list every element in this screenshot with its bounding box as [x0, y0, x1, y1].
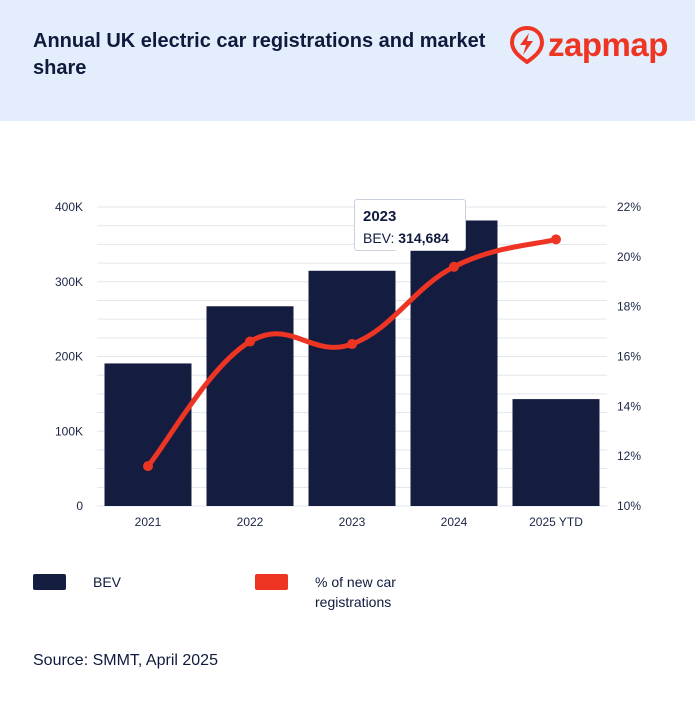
y-right-tick-label: 10%: [617, 499, 641, 513]
tooltip-arrow: [395, 250, 411, 260]
zapmap-logo-text: zapmap: [548, 26, 668, 63]
legend-swatch-bev: [33, 574, 66, 590]
y-right-tick-label: 18%: [617, 300, 641, 314]
x-tick-label: 2025 YTD: [529, 515, 583, 529]
y-right-tick-label: 12%: [617, 449, 641, 463]
y-right-tick-label: 22%: [617, 200, 641, 214]
tooltip-category: 2023: [363, 208, 397, 225]
chart-svg: 0 100K 200K 300K 400K 10% 12% 14% 16% 18% 20% 22% 20…: [55, 200, 641, 529]
x-tick-label: 2022: [237, 515, 264, 529]
point-share: [143, 461, 153, 472]
point-share: [347, 339, 357, 350]
tooltip-value: 314,684: [398, 230, 449, 246]
y-left-tick-label: 400K: [55, 200, 83, 214]
zapmap-logo: zapmap: [510, 25, 675, 65]
tooltip-value-line: BEV: 314,684: [363, 230, 449, 246]
legend-swatch-share: [255, 574, 288, 590]
legend-label-share: % of new car registrations: [315, 574, 396, 610]
bar-bev: [512, 399, 600, 506]
x-tick-label: 2021: [135, 515, 162, 529]
point-share: [449, 261, 459, 272]
y-right-tick-label: 16%: [617, 350, 641, 364]
header-banner: [0, 0, 695, 121]
tooltip: 2023 BEV: 314,684: [354, 199, 466, 251]
tooltip-label: BEV:: [363, 230, 395, 246]
zapmap-logo-icon: [510, 26, 544, 64]
y-left-tick-label: 300K: [55, 275, 83, 289]
point-share: [551, 234, 561, 245]
y-left-tick-label: 200K: [55, 350, 83, 364]
bar-bev: [308, 270, 396, 506]
legend-item-share: % of new car registrations: [255, 572, 425, 612]
chart-area: 0 100K 200K 300K 400K 10% 12% 14% 16% 18% 20% 22% 20…: [0, 121, 695, 591]
y-left-tick-label: 100K: [55, 424, 83, 438]
chart-title: Annual UK electric car registrations and…: [33, 30, 486, 79]
x-tick-label: 2024: [441, 515, 468, 529]
bar-bev: [104, 363, 192, 506]
y-right-tick-label: 14%: [617, 399, 641, 413]
y-left-tick-label: 0: [76, 499, 83, 513]
source-note: Source: SMMT, April 2025: [33, 652, 218, 669]
legend-label-bev: BEV: [93, 574, 122, 590]
y-right-tick-label: 20%: [617, 250, 641, 264]
x-tick-label: 2023: [339, 515, 366, 529]
point-share: [245, 336, 255, 347]
legend-item-bev: BEV: [33, 572, 121, 592]
